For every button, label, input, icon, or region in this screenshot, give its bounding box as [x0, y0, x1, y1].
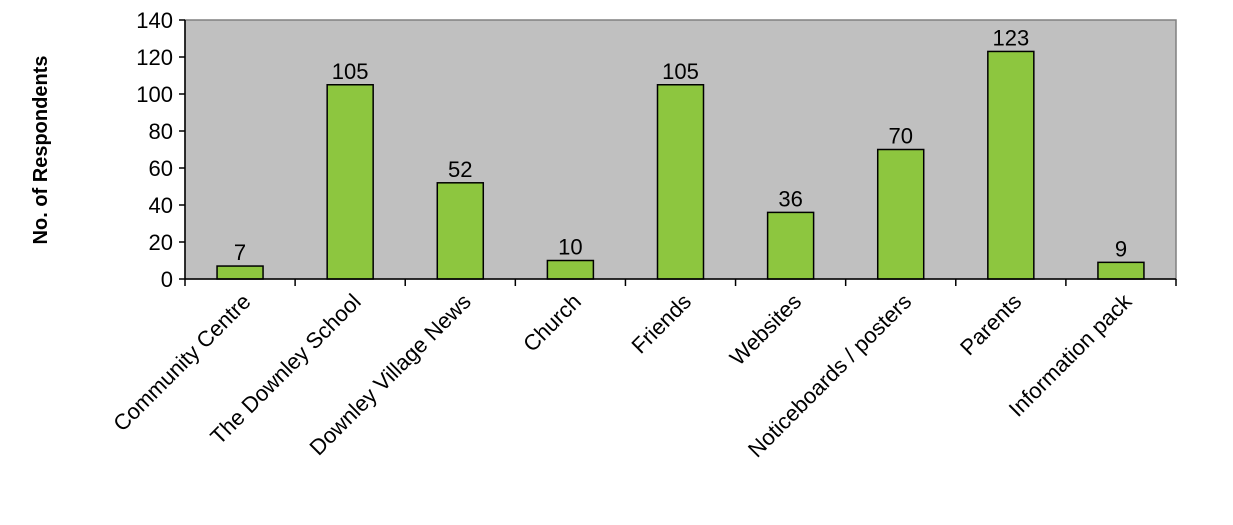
data-label-8: 9 — [1115, 236, 1127, 261]
y-axis-title: No. of Respondents — [30, 56, 52, 245]
category-label-5: Websites — [725, 289, 806, 370]
data-label-1: 105 — [332, 59, 369, 84]
bar-4 — [656, 84, 705, 280]
data-label-4: 105 — [662, 59, 699, 84]
y-tick-label-5: 100 — [136, 82, 173, 107]
bar-1 — [326, 84, 374, 280]
data-label-0: 7 — [234, 240, 246, 265]
bar-6 — [876, 148, 925, 280]
y-tick-label-6: 120 — [136, 45, 173, 70]
data-label-2: 52 — [448, 157, 472, 182]
axes-group — [179, 19, 1177, 286]
y-tick-label-1: 20 — [149, 230, 173, 255]
bar-3 — [546, 259, 595, 280]
category-label-3: Church — [518, 289, 586, 357]
bars-group — [216, 50, 1145, 280]
bar-5 — [766, 211, 815, 280]
category-label-4: Friends — [626, 289, 696, 359]
data-label-6: 70 — [888, 124, 912, 149]
category-label-7: Parents — [955, 289, 1026, 360]
data-label-5: 36 — [778, 186, 802, 211]
y-tick-label-2: 40 — [149, 193, 173, 218]
y-tick-label-3: 60 — [149, 156, 173, 181]
data-label-7: 123 — [992, 25, 1029, 50]
y-tick-label-7: 140 — [136, 8, 173, 33]
y-tick-label-0: 0 — [161, 267, 173, 292]
data-label-3: 10 — [558, 235, 582, 260]
y-tick-label-4: 80 — [149, 119, 173, 144]
bar-0 — [216, 265, 264, 280]
bar-2 — [436, 182, 485, 280]
bar-7 — [987, 50, 1035, 280]
bar-8 — [1097, 261, 1145, 280]
